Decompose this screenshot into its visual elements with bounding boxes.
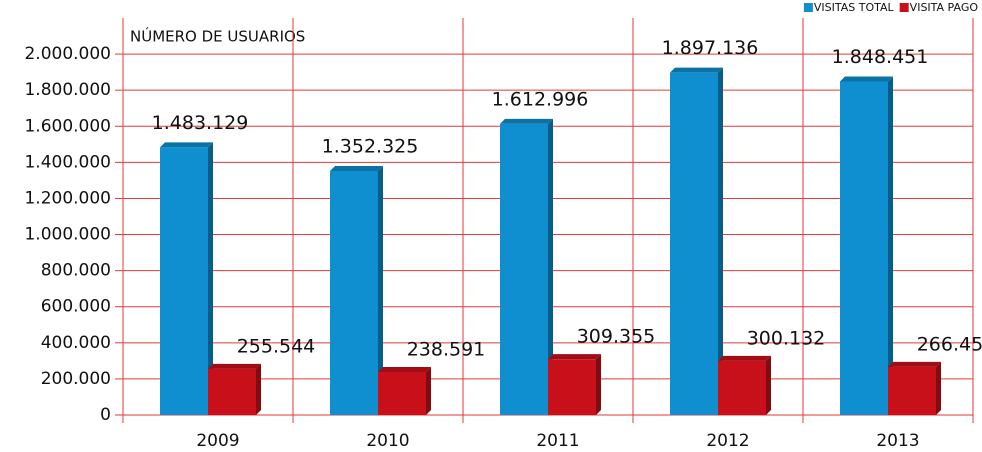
- bar-top: [888, 361, 941, 367]
- x-tick-label: 2012: [706, 431, 749, 451]
- bar: [888, 366, 936, 415]
- y-tick-label: 1.600.000: [24, 116, 111, 136]
- y-tick-label: 400.000: [41, 333, 111, 353]
- value-label: 1.483.129: [152, 112, 249, 134]
- value-label: 300.132: [747, 327, 826, 349]
- legend-swatch: [899, 3, 909, 12]
- bar-side: [548, 118, 553, 415]
- bar-side: [208, 142, 213, 416]
- bar: [378, 371, 426, 415]
- bar-side: [596, 354, 601, 415]
- bar: [330, 170, 378, 415]
- bar-side: [256, 363, 261, 415]
- y-tick-label: 2.000.000: [24, 44, 111, 64]
- value-label: 238.591: [407, 338, 486, 360]
- value-label: 266.451: [917, 333, 982, 355]
- bar-top: [378, 366, 431, 372]
- bar: [500, 123, 548, 415]
- bar: [160, 147, 208, 416]
- y-axis-label: NÚMERO DE USUARIOS: [130, 27, 305, 46]
- y-tick-label: 600.000: [41, 297, 111, 317]
- bar-top: [718, 355, 771, 361]
- bar-side: [426, 366, 431, 415]
- bar-top: [160, 142, 213, 148]
- bar-side: [718, 67, 723, 415]
- bar: [840, 81, 888, 416]
- y-tick-label: 1.400.000: [24, 152, 111, 172]
- value-label: 1.352.325: [322, 135, 419, 157]
- bar-top: [500, 118, 553, 124]
- x-tick-label: 2011: [536, 431, 579, 451]
- x-tick-label: 2013: [876, 431, 919, 451]
- value-label: 255.544: [237, 335, 316, 357]
- bar: [718, 360, 766, 415]
- y-tick-label: 0: [100, 405, 111, 425]
- bar: [548, 359, 596, 415]
- y-tick-label: 1.800.000: [24, 80, 111, 100]
- bar-top: [548, 354, 601, 360]
- legend-label: VISITAS TOTAL: [814, 1, 895, 14]
- bar-side: [766, 355, 771, 415]
- legend-swatch: [803, 3, 813, 12]
- bar-side: [888, 76, 893, 416]
- bar-side: [936, 361, 941, 415]
- y-tick-label: 200.000: [41, 369, 111, 389]
- value-label: 309.355: [577, 326, 656, 348]
- bar: [208, 368, 256, 415]
- bar-top: [208, 363, 261, 369]
- bar-top: [670, 67, 723, 73]
- y-tick-label: 1.000.000: [24, 225, 111, 245]
- value-label: 1.612.996: [492, 88, 589, 110]
- y-tick-label: 1.200.000: [24, 188, 111, 208]
- x-tick-label: 2009: [196, 431, 239, 451]
- legend-label: VISITA PAGO: [910, 1, 979, 14]
- value-label: 1.848.451: [832, 46, 929, 68]
- y-tick-label: 800.000: [41, 261, 111, 281]
- value-label: 1.897.136: [662, 37, 759, 59]
- bar-side: [378, 165, 383, 415]
- bar-top: [330, 165, 383, 171]
- bar: [670, 72, 718, 415]
- bar-top: [840, 76, 893, 82]
- x-tick-label: 2010: [366, 431, 409, 451]
